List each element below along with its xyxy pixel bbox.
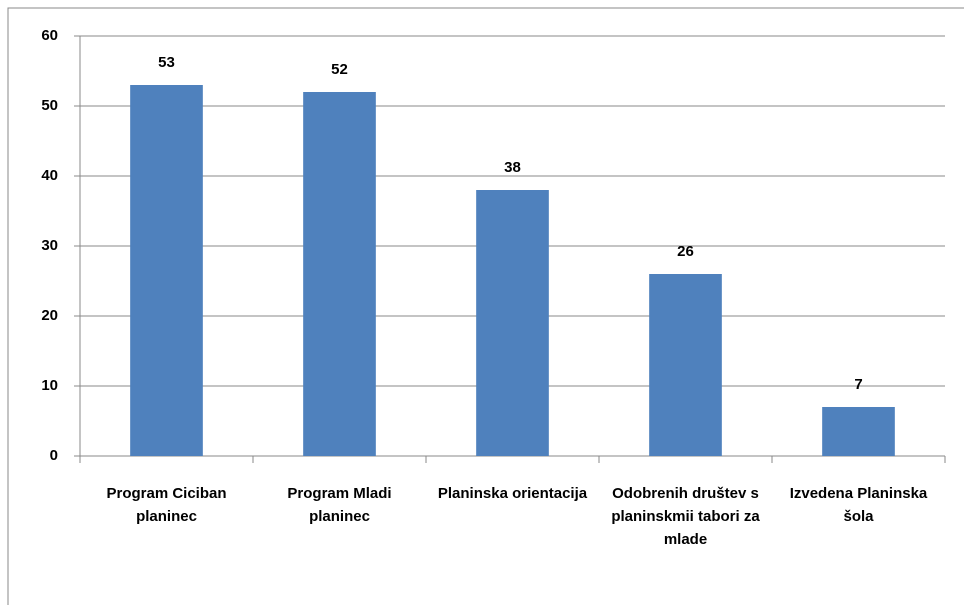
data-label: 38	[504, 159, 521, 176]
bar	[130, 85, 203, 456]
bar	[649, 274, 722, 456]
y-tick-label: 0	[50, 447, 58, 464]
bar	[822, 407, 895, 456]
y-tick-label: 40	[41, 167, 58, 184]
y-tick-label: 50	[41, 97, 58, 114]
y-tick-label: 60	[41, 27, 58, 44]
data-label: 26	[677, 243, 694, 260]
x-tick-label: Program Ciciban planinec	[106, 485, 227, 525]
chart-border	[7, 7, 964, 605]
data-label: 52	[331, 61, 348, 78]
bar	[476, 190, 549, 456]
y-tick-label: 30	[41, 237, 58, 254]
y-tick-label: 10	[41, 377, 58, 394]
x-tick-label: Program Mladi planinec	[287, 485, 392, 525]
bar	[303, 92, 376, 456]
x-tick-label: Planinska orientacija	[437, 485, 588, 502]
x-tick-label: Izvedena Planinska šola	[789, 485, 928, 525]
x-tick-label: Odobrenih društev s planinskmii tabori z…	[611, 485, 760, 548]
data-label: 7	[854, 376, 862, 393]
y-tick-label: 20	[41, 307, 58, 324]
data-label: 53	[158, 54, 175, 71]
